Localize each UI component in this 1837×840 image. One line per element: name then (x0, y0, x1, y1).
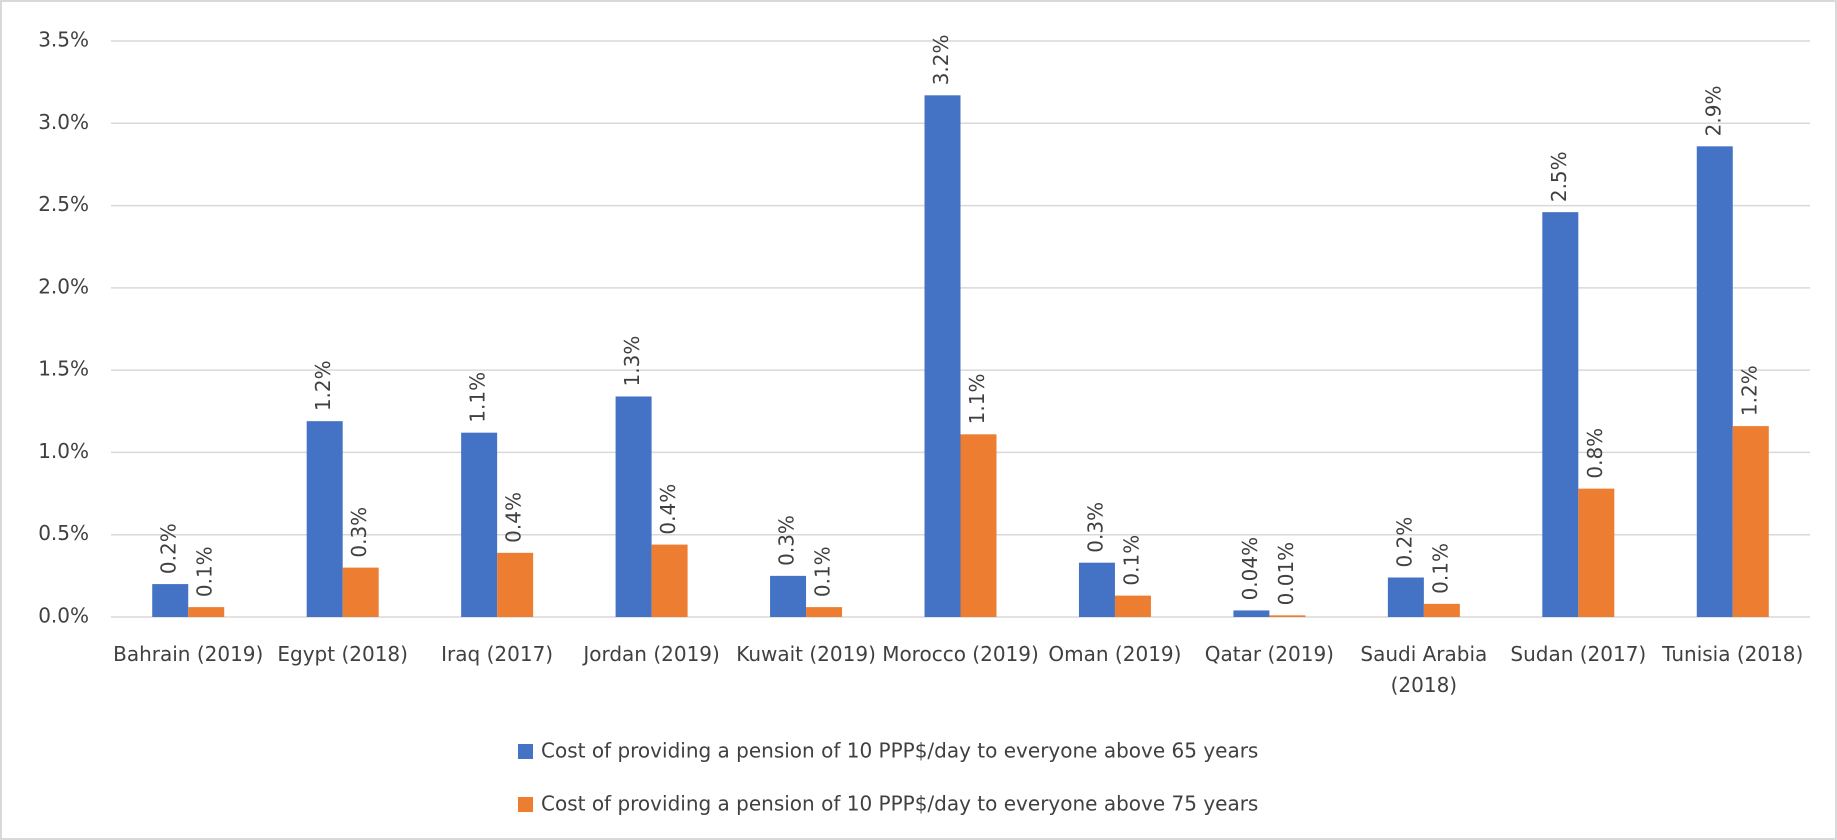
bar (806, 607, 843, 617)
legend-swatch (518, 744, 533, 759)
y-tick-label: 0.5% (38, 521, 89, 545)
y-tick-label: 2.0% (38, 274, 89, 298)
legend-label: Cost of providing a pension of 10 PPP$/d… (541, 792, 1258, 816)
bar (1732, 426, 1769, 617)
data-label: 3.2% (929, 34, 953, 85)
bar (497, 552, 534, 617)
data-label: 0.2% (157, 523, 181, 574)
x-tick-label: Saudi Arabia (2018) (1360, 642, 1488, 697)
x-tick-label: Egypt (2018) (277, 642, 408, 666)
data-label: 0.1% (1428, 543, 1452, 594)
data-label: 0.4% (502, 492, 526, 543)
data-label: 1.3% (620, 336, 644, 387)
y-tick-label: 1.5% (38, 357, 89, 381)
x-tick-label: Jordan (2019) (583, 642, 720, 666)
bar (188, 607, 225, 617)
data-label: 0.8% (1583, 428, 1607, 479)
data-label: 0.1% (811, 546, 835, 597)
bar (924, 95, 961, 617)
bar (1269, 615, 1306, 617)
x-tick-label: Qatar (2019) (1204, 642, 1334, 666)
y-tick-label: 3.5% (38, 28, 89, 52)
data-label: 1.1% (466, 372, 490, 423)
bar (306, 421, 343, 617)
data-label: 0.1% (193, 546, 217, 597)
bar (651, 544, 688, 617)
data-label: 2.5% (1547, 151, 1571, 202)
data-label: 0.2% (1392, 517, 1416, 568)
bar (960, 434, 997, 617)
bar (461, 432, 498, 617)
y-tick-label: 3.0% (38, 110, 89, 134)
data-label: 1.2% (311, 360, 335, 411)
data-label: 0.04% (1238, 537, 1262, 601)
bar (1423, 603, 1460, 617)
data-label: 0.1% (1119, 535, 1143, 586)
bar (1696, 146, 1733, 617)
y-tick-label: 0.0% (38, 604, 89, 628)
x-tick-label: Iraq (2017) (441, 642, 554, 666)
y-tick-label: 1.0% (38, 439, 89, 463)
x-tick-label: Bahrain (2019) (113, 642, 264, 666)
bar (1233, 610, 1270, 617)
bar (1578, 488, 1615, 617)
data-label: 0.3% (347, 507, 371, 558)
data-label: 2.9% (1701, 86, 1725, 137)
bar (1114, 595, 1151, 617)
data-label: 1.1% (965, 374, 989, 425)
x-tick-label: Tunisia (2018) (1662, 642, 1804, 666)
bar (152, 584, 189, 617)
data-label: 1.2% (1737, 365, 1761, 416)
data-label: 0.4% (656, 484, 680, 535)
x-tick-label: Oman (2019) (1048, 642, 1182, 666)
x-tick-label: Morocco (2019) (882, 642, 1039, 666)
bar (770, 575, 807, 617)
x-tick-label: Kuwait (2019) (736, 642, 876, 666)
legend-label: Cost of providing a pension of 10 PPP$/d… (541, 739, 1258, 763)
legend-swatch (518, 797, 533, 812)
bar (1542, 212, 1579, 617)
bar (1387, 577, 1424, 617)
bar (1078, 562, 1115, 617)
data-label: 0.3% (1083, 502, 1107, 553)
x-tick-label: Sudan (2017) (1510, 642, 1647, 666)
bar (342, 567, 379, 617)
data-label: 0.01% (1274, 542, 1298, 606)
y-tick-label: 2.5% (38, 192, 89, 216)
data-label: 0.3% (775, 515, 799, 566)
bar (615, 396, 652, 617)
